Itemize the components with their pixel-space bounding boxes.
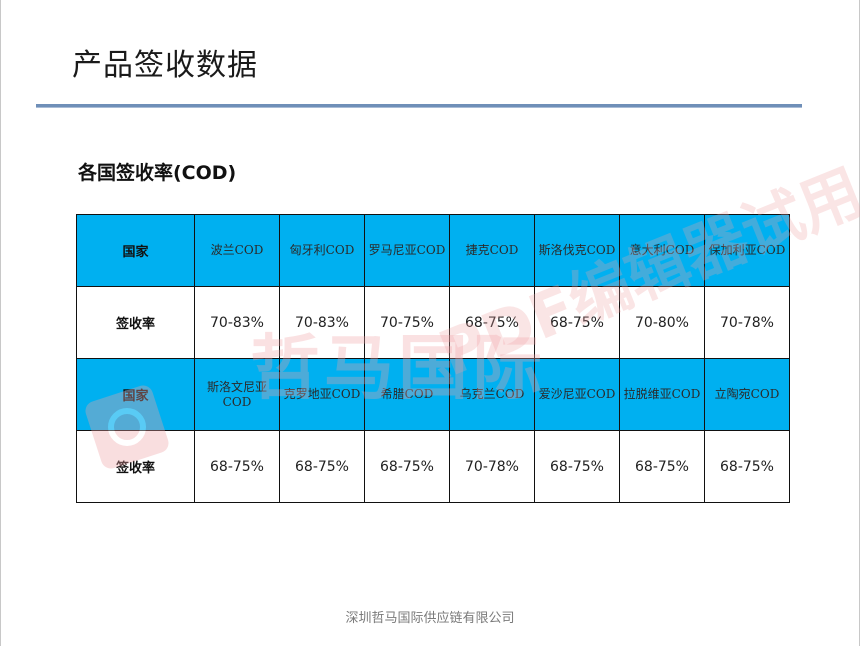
page-border-left	[0, 0, 1, 646]
company-footer: 深圳哲马国际供应链有限公司	[345, 611, 515, 626]
rate-cell: 68-75%	[619, 430, 705, 503]
row-label-country: 国家	[76, 214, 195, 287]
rate-cell: 68-75%	[534, 430, 620, 503]
rate-cell: 68-75%	[194, 430, 280, 503]
country-cell: 意大利COD	[619, 214, 705, 287]
country-cell: 保加利亚COD	[704, 214, 790, 287]
rate-cell: 70-80%	[619, 286, 705, 359]
page-title: 产品签收数据	[72, 48, 258, 83]
country-cell: 罗马尼亚COD	[364, 214, 450, 287]
table-row-rates-2: 签收率 68-75% 68-75% 68-75% 70-78% 68-75% 6…	[76, 430, 790, 503]
title-divider	[36, 104, 802, 107]
country-cell: 斯洛伐克COD	[534, 214, 620, 287]
row-label-country: 国家	[76, 358, 195, 431]
row-label-rate: 签收率	[76, 430, 195, 503]
table-row-countries-1: 国家 波兰COD 匈牙利COD 罗马尼亚COD 捷克COD 斯洛伐克COD 意大…	[76, 214, 790, 287]
country-cell: 匈牙利COD	[279, 214, 365, 287]
rate-cell: 70-75%	[364, 286, 450, 359]
rate-cell: 70-83%	[194, 286, 280, 359]
rate-cell: 68-75%	[449, 286, 535, 359]
country-cell: 爱沙尼亚COD	[534, 358, 620, 431]
rate-cell: 68-75%	[704, 430, 790, 503]
country-cell: 立陶宛COD	[704, 358, 790, 431]
rate-cell: 68-75%	[364, 430, 450, 503]
rate-cell: 70-78%	[449, 430, 535, 503]
country-cell: 波兰COD	[194, 214, 280, 287]
rate-cell: 68-75%	[279, 430, 365, 503]
country-cell: 希腊COD	[364, 358, 450, 431]
country-cell: 捷克COD	[449, 214, 535, 287]
rate-cell: 70-83%	[279, 286, 365, 359]
table-row-countries-2: 国家 斯洛文尼亚COD 克罗地亚COD 希腊COD 乌克兰COD 爱沙尼亚COD…	[76, 358, 790, 431]
section-heading: 各国签收率(COD)	[78, 162, 237, 184]
rate-cell: 68-75%	[534, 286, 620, 359]
row-label-rate: 签收率	[76, 286, 195, 359]
country-cell: 拉脱维亚COD	[619, 358, 705, 431]
country-cell: 乌克兰COD	[449, 358, 535, 431]
country-cell: 斯洛文尼亚COD	[194, 358, 280, 431]
rate-cell: 70-78%	[704, 286, 790, 359]
country-cell: 克罗地亚COD	[279, 358, 365, 431]
table-row-rates-1: 签收率 70-83% 70-83% 70-75% 68-75% 68-75% 7…	[76, 286, 790, 359]
cod-rate-table: 国家 波兰COD 匈牙利COD 罗马尼亚COD 捷克COD 斯洛伐克COD 意大…	[76, 214, 790, 503]
